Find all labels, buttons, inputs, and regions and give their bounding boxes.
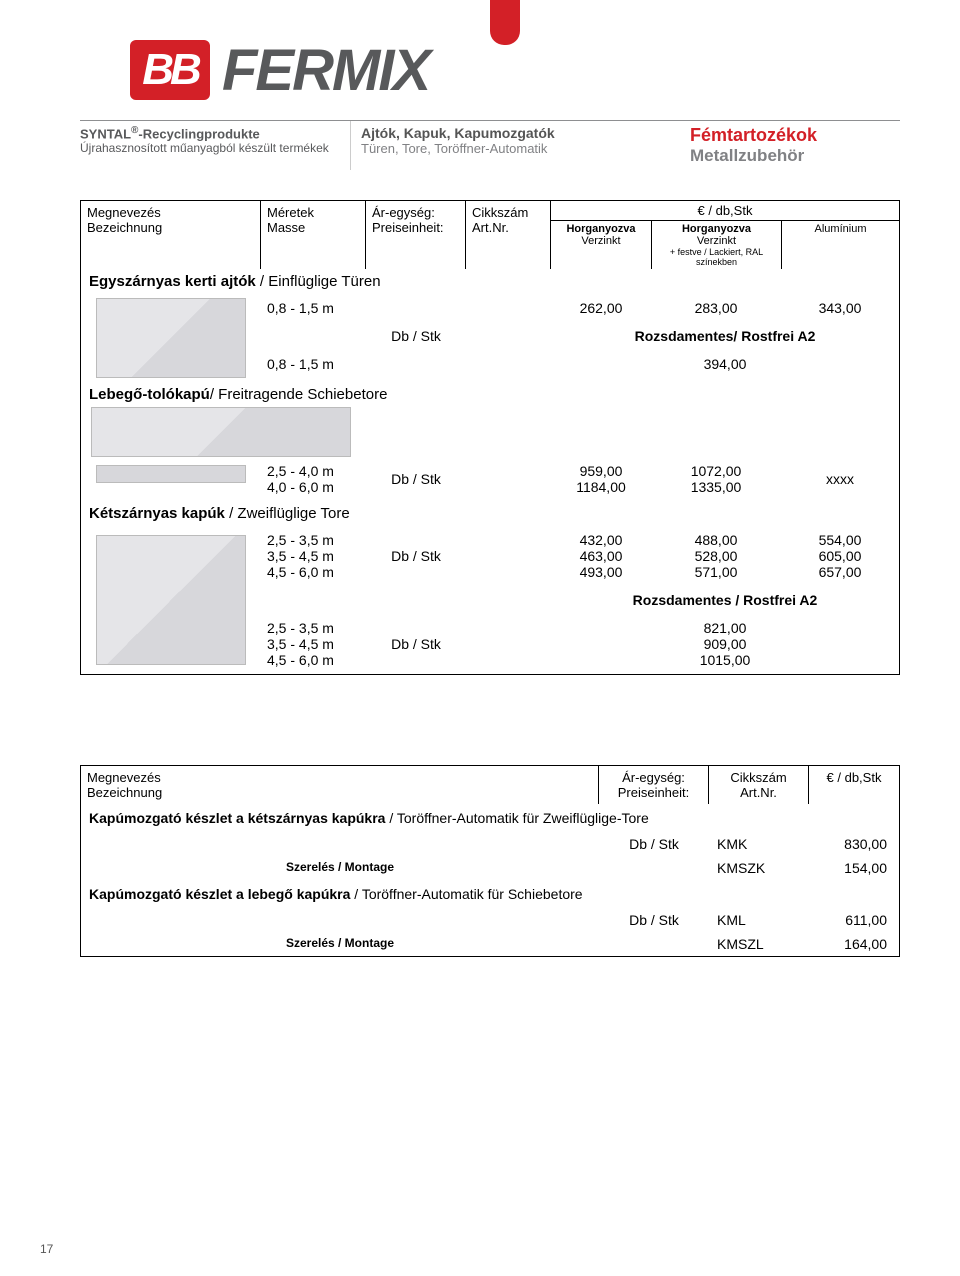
- bt-r2-a1: KMSZL: [709, 932, 809, 956]
- bt-r2-p0: 611,00: [809, 908, 899, 932]
- s2-unit: Db / Stk: [366, 457, 466, 501]
- s1r1-p3: 343,00: [781, 294, 899, 322]
- s3r2-p3: 657,00: [787, 564, 893, 580]
- hdr-pca-2: Verzinkt: [555, 235, 647, 247]
- bt-r1-a1: KMSZK: [709, 856, 809, 880]
- bt-section1: Kapúmozgató készlet a kétszárnyas kapúkr…: [81, 804, 899, 832]
- bt-art2: Art.Nr.: [715, 785, 802, 800]
- s3r0-p3: 554,00: [787, 532, 893, 548]
- product-category-bar: SYNTAL®-Recyclingprodukte Újrahasznosíto…: [80, 121, 900, 170]
- bb-badge: BB: [130, 40, 210, 100]
- s3-sub: Rozsdamentes / Rostfrei A2: [551, 586, 899, 614]
- accessories-table: Megnevezés Bezeichnung Ár-egység: Preise…: [80, 765, 900, 957]
- s3r1-p2: 528,00: [657, 548, 775, 564]
- s1r2-size: 0,8 - 1,5 m: [261, 350, 366, 378]
- bt-montage2: Szerelés / Montage: [81, 932, 599, 956]
- hdr-size-1: Méretek: [267, 205, 359, 220]
- sliding-gate-image: [91, 407, 351, 457]
- syntal-sub: Újrahasznosított műanyagból készült term…: [80, 141, 342, 155]
- syntal-suffix: -Recyclingprodukte: [138, 126, 259, 141]
- mid-cat-l1: Ajtók, Kapuk, Kapumozgatók: [361, 125, 680, 141]
- bt-unit1: Ár-egység:: [605, 770, 702, 785]
- hdr-art-1: Cikkszám: [472, 205, 544, 220]
- brand-text: FERMIX: [222, 37, 429, 104]
- bt-montage1: Szerelés / Montage: [81, 856, 599, 880]
- bt-r2-a0: KML: [709, 908, 809, 932]
- bt-name2: Bezeichnung: [87, 785, 592, 800]
- hdr-pcc: Alumínium: [786, 223, 895, 235]
- hdr-unit-2: Preiseinheit:: [372, 220, 459, 235]
- hdr-price-head: € / db,Stk: [551, 201, 899, 221]
- s3r1-size: 3,5 - 4,5 m: [267, 548, 360, 564]
- hdr-pca-1: Horganyozva: [555, 223, 647, 235]
- s2-p1a: 959,00: [557, 463, 645, 479]
- bt-section2: Kapúmozgató készlet a lebegő kapúkra / T…: [81, 880, 899, 908]
- s1-unit: Db / Stk: [366, 322, 466, 350]
- hdr-name-2: Bezeichnung: [87, 220, 254, 235]
- section3-title: Kétszárnyas kapúk / Zweiflüglige Tore: [81, 501, 899, 526]
- s1r1-size: 0,8 - 1,5 m: [261, 294, 366, 322]
- hdr-pcb-2: Verzinkt: [656, 235, 777, 247]
- s1r1-p1: 262,00: [551, 294, 651, 322]
- section1-title: Egyszárnyas kerti ajtók / Einflüglige Tü…: [81, 269, 899, 294]
- s3-unit: Db / Stk: [366, 526, 466, 586]
- hdr-pcb-3: + festve / Lackiert, RAL színekben: [656, 247, 777, 267]
- s3r0-p1: 432,00: [557, 532, 645, 548]
- s3r2-size: 4,5 - 6,0 m: [267, 564, 360, 580]
- s3r2-p1: 493,00: [557, 564, 645, 580]
- s1r2-pc: 394,00: [551, 350, 899, 378]
- s3r0-p2: 488,00: [657, 532, 775, 548]
- s2-p2a: 1072,00: [657, 463, 775, 479]
- s3r2-p2: 571,00: [657, 564, 775, 580]
- bt-r1-a0: KMK: [709, 832, 809, 856]
- s3-unit2: Db / Stk: [366, 614, 466, 674]
- section2-title: Lebegő-tolókapú/ Freitragende Schiebetor…: [81, 382, 899, 407]
- header-red-marker: [490, 0, 520, 45]
- bt-price: € / db,Stk: [815, 770, 893, 785]
- s2-p2b: 1335,00: [657, 479, 775, 495]
- s3r0-size: 2,5 - 3,5 m: [267, 532, 360, 548]
- hdr-name-1: Megnevezés: [87, 205, 254, 220]
- main-price-table: Megnevezés Bezeichnung Méretek Masse Ár-…: [80, 200, 900, 675]
- s3b0-pc: 821,00: [557, 620, 893, 636]
- rail-image: [96, 465, 246, 483]
- s3b0-size: 2,5 - 3,5 m: [267, 620, 360, 636]
- bt-u1: Db / Stk: [599, 832, 709, 856]
- syntal-label: SYNTAL: [80, 126, 131, 141]
- brand-logo: BB FERMIX: [130, 37, 429, 104]
- s2-p3: xxxx: [781, 457, 899, 501]
- page-number: 17: [40, 1242, 53, 1256]
- bt-u2: Db / Stk: [599, 908, 709, 932]
- s3b1-pc: 909,00: [557, 636, 893, 652]
- s2-s2: 4,0 - 6,0 m: [267, 479, 360, 495]
- s3b2-pc: 1015,00: [557, 652, 893, 668]
- hdr-pcb-1: Horganyozva: [656, 223, 777, 235]
- s3b2-size: 4,5 - 6,0 m: [267, 652, 360, 668]
- right-cat-l1: Fémtartozékok: [690, 125, 900, 146]
- s3b1-size: 3,5 - 4,5 m: [267, 636, 360, 652]
- s3r1-p1: 463,00: [557, 548, 645, 564]
- s2-p1b: 1184,00: [557, 479, 645, 495]
- s2-s1: 2,5 - 4,0 m: [267, 463, 360, 479]
- hdr-unit-1: Ár-egység:: [372, 205, 459, 220]
- s3r1-p3: 605,00: [787, 548, 893, 564]
- double-gate-image: [96, 535, 246, 665]
- right-cat-l2: Metallzubehör: [690, 146, 900, 166]
- bt-r1-p0: 830,00: [809, 832, 899, 856]
- bt-r1-p1: 154,00: [809, 856, 899, 880]
- hdr-art-2: Art.Nr.: [472, 220, 544, 235]
- bt-art1: Cikkszám: [715, 770, 802, 785]
- bt-r2-p1: 164,00: [809, 932, 899, 956]
- mid-cat-l2: Türen, Tore, Toröffner-Automatik: [361, 141, 680, 156]
- bt-name1: Megnevezés: [87, 770, 592, 785]
- s1-sub: Rozsdamentes/ Rostfrei A2: [551, 322, 899, 350]
- hdr-size-2: Masse: [267, 220, 359, 235]
- gate-single-image: [96, 298, 246, 378]
- s1r1-p2: 283,00: [651, 294, 781, 322]
- bt-unit2: Preiseinheit:: [605, 785, 702, 800]
